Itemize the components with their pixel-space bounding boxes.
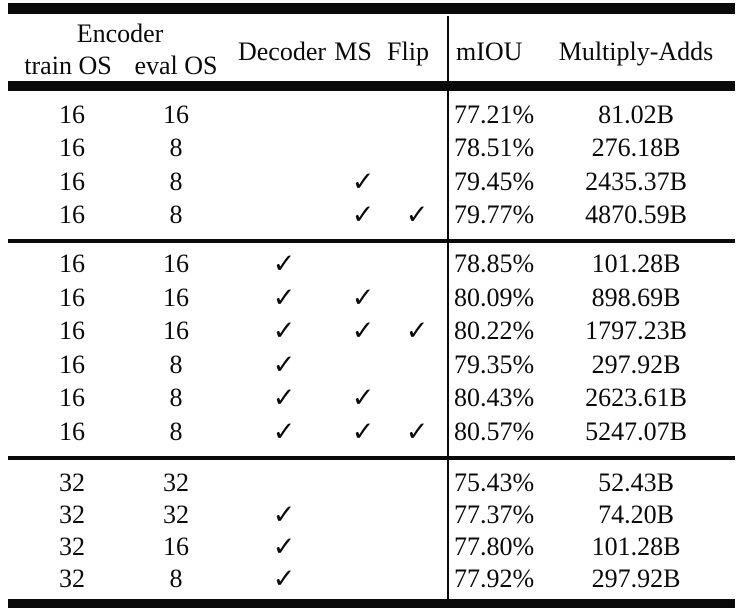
cell-multiply-adds: 101.28B: [591, 532, 681, 561]
column-separator-line: [447, 16, 449, 599]
cell-eval-os: 8: [169, 383, 183, 412]
cell-eval-os: 32: [163, 468, 189, 497]
top-rule: [8, 3, 735, 14]
decoder-checkmark-icon: ✓: [272, 315, 296, 347]
ms-checkmark-icon: ✓: [351, 382, 375, 414]
cell-eval-os: 8: [169, 349, 183, 379]
ms-checkmark-icon: ✓: [351, 416, 375, 447]
cell-multiply-adds: 101.28B: [591, 249, 681, 278]
decoder-checkmark-icon: ✓: [272, 282, 296, 313]
cell-train-os: 32: [59, 468, 85, 497]
cell-multiply-adds: 297.92B: [591, 564, 681, 593]
cell-miou: 80.57%: [454, 416, 535, 446]
cell-eval-os: 16: [163, 249, 189, 278]
cell-train-os: 32: [59, 564, 85, 593]
cell-multiply-adds: 297.92B: [591, 349, 681, 379]
cell-miou: 79.45%: [454, 166, 535, 196]
cell-eval-os: 8: [169, 166, 183, 196]
decoder-checkmark-icon: ✓: [272, 416, 296, 447]
cell-train-os: 16: [59, 100, 85, 129]
cell-multiply-adds: 1797.23B: [585, 316, 687, 345]
header-rule: [8, 81, 735, 91]
cell-multiply-adds: 4870.59B: [585, 199, 687, 229]
decoder-checkmark-icon: ✓: [272, 499, 296, 531]
flip-checkmark-icon: ✓: [405, 199, 429, 231]
cell-miou: 77.92%: [454, 564, 535, 593]
decoder-checkmark-icon: ✓: [272, 563, 296, 595]
cell-multiply-adds: 2435.37B: [585, 166, 687, 196]
cell-eval-os: 16: [163, 532, 189, 561]
cell-multiply-adds: 52.43B: [598, 468, 674, 497]
ms-checkmark-icon: ✓: [351, 315, 375, 347]
cell-miou: 80.22%: [454, 316, 535, 345]
header-miou: mIOU: [456, 37, 523, 66]
header-encoder-group: Encoder: [76, 19, 164, 48]
cell-miou: 79.35%: [454, 349, 535, 379]
bottom-rule: [8, 599, 735, 608]
cell-multiply-adds: 276.18B: [591, 133, 681, 163]
cell-eval-os: 8: [169, 133, 183, 163]
cell-train-os: 16: [59, 249, 85, 278]
cell-train-os: 16: [59, 199, 85, 229]
cell-miou: 79.77%: [454, 199, 535, 229]
cell-multiply-adds: 5247.07B: [585, 416, 687, 446]
cell-miou: 77.37%: [454, 500, 535, 529]
cell-eval-os: 8: [169, 199, 183, 229]
cell-train-os: 16: [59, 133, 85, 163]
cell-eval-os: 16: [163, 282, 189, 312]
cell-train-os: 32: [59, 532, 85, 561]
cell-miou: 78.85%: [454, 249, 535, 278]
header-miou-flip: Flip: [387, 37, 429, 66]
cell-miou: 77.80%: [454, 532, 535, 561]
cell-train-os: 32: [59, 500, 85, 529]
header-multiply-adds: Multiply-Adds: [558, 37, 714, 66]
cell-train-os: 16: [59, 282, 85, 312]
cell-multiply-adds: 74.20B: [598, 500, 674, 529]
cell-eval-os: 8: [169, 416, 183, 446]
header-eval-os: eval OS: [134, 51, 218, 80]
cell-miou: 75.43%: [454, 468, 535, 497]
cell-multiply-adds: 2623.61B: [585, 383, 687, 412]
cell-train-os: 16: [59, 383, 85, 412]
header-train-os: train OS: [24, 51, 112, 80]
cell-multiply-adds: 898.69B: [591, 282, 681, 312]
cell-train-os: 16: [59, 166, 85, 196]
cell-eval-os: 32: [163, 500, 189, 529]
decoder-checkmark-icon: ✓: [272, 248, 296, 280]
group-divider-2: [8, 456, 735, 460]
decoder-checkmark-icon: ✓: [272, 531, 296, 563]
cell-miou: 78.51%: [454, 133, 535, 163]
cell-multiply-adds: 81.02B: [598, 100, 674, 129]
header-decoder: Decoder: [237, 37, 327, 66]
cell-train-os: 16: [59, 316, 85, 345]
cell-eval-os: 16: [163, 316, 189, 345]
ms-checkmark-icon: ✓: [351, 282, 375, 313]
flip-checkmark-icon: ✓: [405, 416, 429, 447]
flip-checkmark-icon: ✓: [405, 315, 429, 347]
cell-eval-os: 8: [169, 564, 183, 593]
cell-miou: 80.09%: [454, 282, 535, 312]
cell-train-os: 16: [59, 349, 85, 379]
cell-train-os: 16: [59, 416, 85, 446]
group-divider-1: [8, 239, 735, 243]
ms-checkmark-icon: ✓: [351, 166, 375, 198]
ms-checkmark-icon: ✓: [351, 199, 375, 231]
cell-miou: 80.43%: [454, 383, 535, 412]
cell-miou: 77.21%: [454, 100, 535, 129]
header-ms: MS: [334, 37, 372, 66]
cell-eval-os: 16: [163, 100, 189, 129]
decoder-checkmark-icon: ✓: [272, 349, 296, 380]
decoder-checkmark-icon: ✓: [272, 382, 296, 414]
